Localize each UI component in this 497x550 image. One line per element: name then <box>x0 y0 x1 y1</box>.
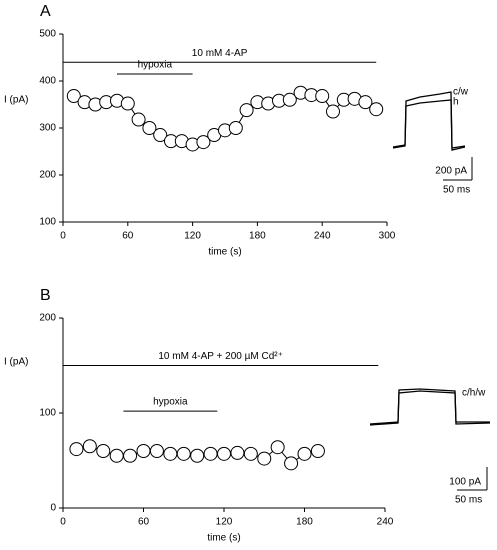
scale-label: 100 pA <box>449 477 481 488</box>
data-point <box>315 89 330 104</box>
panel-label: A <box>40 3 51 20</box>
x-axis-label: time (s) <box>207 533 240 544</box>
inset-a: c/w h 200 pA 50 ms <box>392 87 473 196</box>
annotation-label: 10 mM 4-AP <box>192 48 248 59</box>
data-point <box>69 442 84 457</box>
y-tick-label: 100 <box>39 408 56 419</box>
data-point <box>176 446 191 461</box>
y-axis-label: I (pA) <box>4 357 28 368</box>
trace-label: h <box>453 97 459 108</box>
data-point <box>270 440 285 455</box>
data-point <box>136 444 151 458</box>
scale-label: 50 ms <box>455 495 482 506</box>
data-point <box>96 444 111 458</box>
y-tick-label: 0 <box>50 503 56 514</box>
y-axis-label: I (pA) <box>4 95 28 106</box>
data-point <box>282 92 297 107</box>
data-point <box>66 89 81 104</box>
y-tick-label: 200 <box>39 313 56 324</box>
panel-label: B <box>40 287 51 304</box>
x-tick-label: 0 <box>60 517 66 528</box>
data-point <box>149 444 164 458</box>
trace <box>369 390 490 425</box>
x-tick-label: 240 <box>377 517 394 528</box>
data-point <box>109 448 124 463</box>
data-point <box>228 121 243 135</box>
scale-label: 200 pA <box>435 166 467 177</box>
data-point <box>257 451 272 466</box>
data-point <box>82 439 97 454</box>
annotation-label: hypoxia <box>153 397 188 408</box>
data-point <box>230 445 245 460</box>
data-point <box>310 444 325 458</box>
x-tick-label: 0 <box>60 231 66 242</box>
trace <box>369 388 491 426</box>
x-tick-label: 180 <box>249 231 266 242</box>
x-axis-label: time (s) <box>208 247 241 258</box>
scale-label: 50 ms <box>443 185 470 196</box>
x-tick-label: 180 <box>296 517 313 528</box>
trace-label: c/w <box>453 87 469 98</box>
data-point <box>284 456 299 471</box>
data-point <box>190 448 205 463</box>
trace <box>392 99 466 149</box>
x-tick-label: 300 <box>379 231 396 242</box>
data-point <box>120 96 135 111</box>
y-tick-label: 400 <box>39 76 56 87</box>
trace-label: c/h/w <box>462 388 486 399</box>
annotation-label: 10 mM 4-AP + 200 µM Cd²⁺ <box>158 351 283 362</box>
data-point <box>239 103 254 118</box>
x-tick-label: 120 <box>216 517 233 528</box>
data-point <box>203 446 218 461</box>
x-tick-label: 120 <box>184 231 201 242</box>
annotation-label: hypoxia <box>138 60 173 71</box>
data-point <box>358 95 373 110</box>
data-point <box>153 128 168 143</box>
data-point <box>369 102 384 117</box>
data-point <box>297 446 312 461</box>
data-point <box>243 446 258 461</box>
data-point <box>131 112 146 127</box>
data-point <box>123 448 138 463</box>
x-tick-label: 60 <box>122 231 134 242</box>
y-tick-label: 100 <box>39 217 56 228</box>
data-point <box>163 446 178 461</box>
x-tick-label: 60 <box>138 517 150 528</box>
data-point <box>217 446 231 461</box>
data-point <box>142 121 157 135</box>
y-tick-label: 500 <box>39 29 56 40</box>
inset-b: c/h/w 100 pA 50 ms <box>369 388 491 506</box>
y-tick-label: 300 <box>39 123 56 134</box>
x-tick-label: 240 <box>314 231 331 242</box>
data-point <box>326 104 340 119</box>
y-tick-label: 200 <box>39 170 56 181</box>
data-point <box>196 135 211 150</box>
